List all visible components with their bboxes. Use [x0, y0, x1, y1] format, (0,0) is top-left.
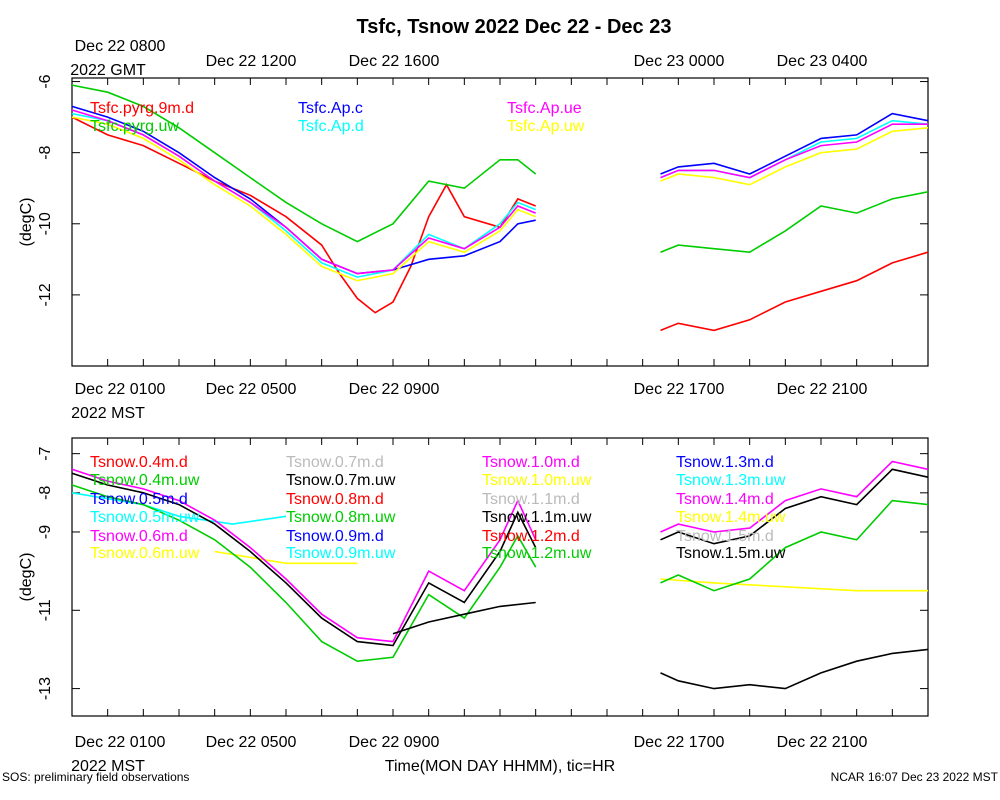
footer-right: NCAR 16:07 Dec 23 2022 MST	[831, 770, 999, 784]
gmt-tick-label: Dec 22 1600	[349, 53, 440, 70]
series-line	[71, 109, 928, 275]
legend-entry: Tsnow.1.5m.uw	[676, 545, 786, 562]
legend-entry: Tsnow.1.0m.uw	[482, 472, 592, 489]
series-line	[71, 105, 929, 275]
series-line	[71, 472, 537, 647]
mst-tick-label: Dec 22 1700	[634, 734, 725, 751]
legend-entry: Tsnow.1.1m.uw	[482, 509, 592, 526]
mst-tick-label: Dec 22 0100	[75, 734, 166, 751]
gmt-first-label: Dec 22 0800	[75, 38, 166, 55]
series-line	[660, 468, 929, 545]
gmt-tick-label: Dec 23 0400	[777, 53, 868, 70]
y-tick-label: -7	[37, 446, 54, 460]
legend-entry: Tsfc.pyrg.uw	[90, 118, 179, 135]
legend-entry: Tsnow.0.8m.d	[286, 491, 384, 508]
mst-tick-label: Dec 22 0100	[75, 381, 166, 398]
footer-left: SOS: preliminary field observations	[2, 770, 189, 784]
y-axis-label: (degC)	[18, 198, 35, 247]
x-axis-label: Time(MON DAY HHMM), tic=HR	[385, 758, 615, 775]
legend-entry: Tsnow.0.7m.uw	[286, 472, 396, 489]
y-tick-label: -10	[37, 212, 54, 235]
series-line	[71, 84, 929, 254]
series-line	[71, 116, 929, 282]
legend-entry: Tsnow.0.5m.d	[90, 491, 188, 508]
series-line	[214, 550, 928, 592]
y-tick-label: -11	[37, 599, 54, 621]
legend-entry: Tsnow.1.4m.d	[676, 491, 774, 508]
plot-frame	[71, 77, 929, 367]
y-tick-label: -12	[37, 283, 54, 306]
mst-tz-label: 2022 MST	[71, 758, 145, 775]
mst-tick-label: Dec 22 0900	[349, 734, 440, 751]
legend-entry: Tsnow.0.4m.uw	[90, 472, 200, 489]
legend-entry: Tsnow.1.3m.uw	[676, 472, 786, 489]
y-tick-label: -13	[37, 677, 54, 700]
chart-title: Tsfc, Tsnow 2022 Dec 22 - Dec 23	[357, 16, 672, 38]
y-axis-label: (degC)	[18, 553, 35, 602]
y-tick-label: -8	[37, 486, 54, 500]
legend-entry: Tsnow.1.2m.d	[482, 528, 580, 545]
legend-entry: Tsnow.0.6m.uw	[90, 545, 200, 562]
legend-entry: Tsnow.0.9m.d	[286, 528, 384, 545]
legend-entry: Tsnow.1.0m.d	[482, 454, 580, 471]
series-line	[71, 460, 929, 643]
mst-tick-label: Dec 22 0500	[206, 734, 297, 751]
mst-tick-label: Dec 22 1700	[634, 381, 725, 398]
mst-tick-label: Dec 22 2100	[777, 381, 868, 398]
y-tick-label: -9	[37, 525, 54, 539]
gmt-tick-label: Dec 23 0000	[634, 53, 725, 70]
legend-entry: Tsfc.Ap.uw	[507, 118, 585, 135]
legend-entry: Tsfc.Ap.ue	[507, 100, 582, 117]
series-line	[71, 112, 929, 278]
legend-entry: Tsnow.0.9m.uw	[286, 545, 396, 562]
mst-tick-label: Dec 22 0900	[349, 381, 440, 398]
legend-entry: Tsnow.0.6m.d	[90, 528, 188, 545]
gmt-tz-label: 2022 GMT	[70, 62, 146, 79]
series-line	[71, 484, 929, 663]
legend-entry: Tsnow.1.1m.d	[482, 491, 580, 508]
legend-entry: Tsfc.Ap.d	[298, 118, 364, 135]
y-tick-label: -8	[37, 145, 54, 159]
mst-tick-label: Dec 22 2100	[777, 734, 868, 751]
legend-entry: Tsnow.1.3m.d	[676, 454, 774, 471]
chart-panel-2: -7 -8 -9 -11 -13 (degC) Tsnow.0.4m.dTsnow.0.4m…	[18, 437, 929, 717]
chart-panel-1: -6 -8 -10 -12 (degC) Tsfc.pyrg.9m.dTsfc.pyrg.…	[18, 74, 929, 367]
gmt-tick-label: Dec 22 1200	[206, 53, 297, 70]
legend-entry: Tsnow.0.8m.uw	[286, 509, 396, 526]
legend-entry: Tsnow.0.4m.d	[90, 454, 188, 471]
legend-entry: Tsnow.0.7m.d	[286, 454, 384, 471]
legend-entry: Tsnow.1.4m.uw	[676, 509, 786, 526]
series-line	[71, 116, 929, 332]
legend-entry: Tsfc.pyrg.9m.d	[90, 100, 194, 117]
legend-entry: Tsnow.1.2m.uw	[482, 545, 592, 562]
legend-entry: Tsfc.Ap.c	[298, 100, 363, 117]
y-tick-label: -6	[37, 74, 54, 88]
mst-tz-label: 2022 MST	[71, 405, 145, 422]
series-line	[392, 601, 929, 690]
legend-entry: Tsnow.1.5m.d	[676, 528, 774, 545]
mst-tick-label: Dec 22 0500	[206, 381, 297, 398]
legend-entry: Tsnow.0.5m.uw	[90, 509, 200, 526]
